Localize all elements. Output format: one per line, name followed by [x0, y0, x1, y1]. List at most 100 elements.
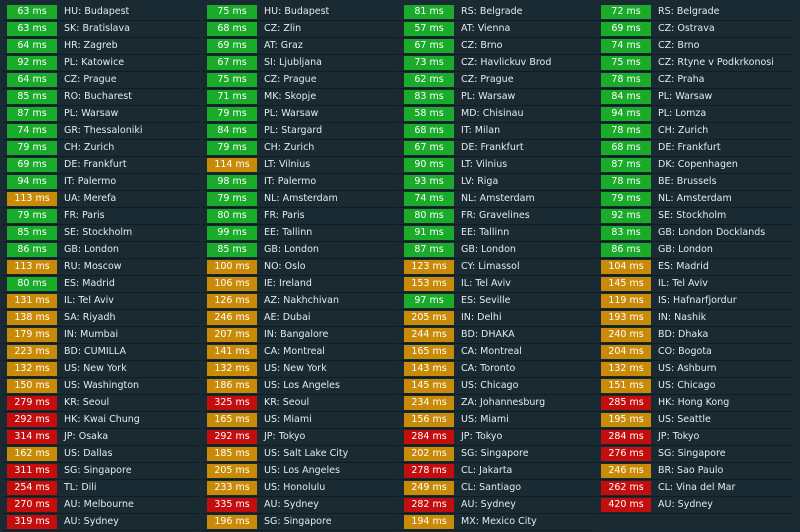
- server-location: BD: DHAKA: [461, 329, 515, 340]
- server-location: SE: Stockholm: [658, 210, 727, 221]
- server-location: AU: Sydney: [461, 499, 516, 510]
- server-row: 81 ms RS: Belgrade: [399, 4, 595, 21]
- server-row: 207 ms IN: Bangalore: [202, 327, 398, 344]
- server-row: 104 ms ES: Madrid: [596, 259, 792, 276]
- server-row: 150 ms US: Washington: [2, 378, 198, 395]
- server-row: 195 ms US: Seattle: [596, 412, 792, 429]
- ping-badge: 80 ms: [207, 209, 257, 223]
- server-row: 420 ms AU: Sydney: [596, 497, 792, 514]
- ping-badge: 80 ms: [404, 209, 454, 223]
- server-location: SI: Ljubljana: [264, 57, 322, 68]
- server-location: CA: Montreal: [264, 346, 325, 357]
- server-row: 97 ms ES: Seville: [399, 293, 595, 310]
- ping-badge: 83 ms: [601, 226, 651, 240]
- ping-badge: 279 ms: [7, 396, 57, 410]
- ping-badge: 311 ms: [7, 464, 57, 478]
- ping-badge: 80 ms: [7, 277, 57, 291]
- ping-badge: 75 ms: [207, 73, 257, 87]
- ping-badge: 132 ms: [7, 362, 57, 376]
- ping-badge: 87 ms: [601, 158, 651, 172]
- ping-badge: 223 ms: [7, 345, 57, 359]
- server-row: 79 ms CH: Zurich: [2, 140, 198, 157]
- server-row: 58 ms MD: Chisinau: [399, 106, 595, 123]
- ping-badge: 262 ms: [601, 481, 651, 495]
- ping-badge: 58 ms: [404, 107, 454, 121]
- ping-badge: 138 ms: [7, 311, 57, 325]
- server-location: FR: Paris: [64, 210, 105, 221]
- server-row: 84 ms PL: Stargard: [202, 123, 398, 140]
- server-row: 87 ms PL: Warsaw: [2, 106, 198, 123]
- ping-badge: 63 ms: [7, 22, 57, 36]
- ping-badge: 143 ms: [404, 362, 454, 376]
- server-location: ES: Madrid: [64, 278, 115, 289]
- server-row: 78 ms BE: Brussels: [596, 174, 792, 191]
- server-row: 90 ms LT: Vilnius: [399, 157, 595, 174]
- server-location: SG: Singapore: [64, 465, 132, 476]
- server-row: 284 ms JP: Tokyo: [399, 429, 595, 446]
- server-row: 79 ms PL: Warsaw: [202, 106, 398, 123]
- server-location: CA: Montreal: [461, 346, 522, 357]
- server-row: 193 ms IN: Nashik: [596, 310, 792, 327]
- server-location: US: Chicago: [658, 380, 716, 391]
- server-location: PL: Warsaw: [264, 108, 319, 119]
- server-location: RS: Belgrade: [658, 6, 720, 17]
- ping-badge: 62 ms: [404, 73, 454, 87]
- ping-badge: 72 ms: [601, 5, 651, 19]
- server-row: 285 ms HK: Hong Kong: [596, 395, 792, 412]
- server-location: CZ: Prague: [64, 74, 117, 85]
- server-location: HU: Budapest: [264, 6, 330, 17]
- ping-badge: 179 ms: [7, 328, 57, 342]
- ping-badge: 97 ms: [404, 294, 454, 308]
- server-row: 63 ms HU: Budapest: [2, 4, 198, 21]
- server-row: 85 ms RO: Bucharest: [2, 89, 198, 106]
- ping-badge: 79 ms: [7, 141, 57, 155]
- server-row: 151 ms US: Chicago: [596, 378, 792, 395]
- server-row: 223 ms BD: CUMILLA: [2, 344, 198, 361]
- server-location: EE: Tallinn: [461, 227, 510, 238]
- server-row: 119 ms IS: Hafnarfjordur: [596, 293, 792, 310]
- ping-badge: 87 ms: [7, 107, 57, 121]
- server-row: 68 ms IT: Milan: [399, 123, 595, 140]
- ping-badge: 69 ms: [7, 158, 57, 172]
- ping-badge: 63 ms: [7, 5, 57, 19]
- server-row: 249 ms CL: Santiago: [399, 480, 595, 497]
- ping-badge: 126 ms: [207, 294, 257, 308]
- server-row: 335 ms AU: Sydney: [202, 497, 398, 514]
- server-row: 234 ms ZA: Johannesburg: [399, 395, 595, 412]
- server-location: BD: Dhaka: [658, 329, 709, 340]
- server-location: HR: Zagreb: [64, 40, 118, 51]
- server-location: US: Chicago: [461, 380, 519, 391]
- server-row: 74 ms NL: Amsterdam: [399, 191, 595, 208]
- server-row: 246 ms BR: Sao Paulo: [596, 463, 792, 480]
- ping-badge: 67 ms: [404, 39, 454, 53]
- server-row: 138 ms SA: Riyadh: [2, 310, 198, 327]
- ping-badge: 186 ms: [207, 379, 257, 393]
- server-location: CZ: Havlickuv Brod: [461, 57, 552, 68]
- server-row: 94 ms PL: Lomza: [596, 106, 792, 123]
- server-location: NL: Amsterdam: [264, 193, 338, 204]
- ping-badge: 205 ms: [207, 464, 257, 478]
- ping-badge: 81 ms: [404, 5, 454, 19]
- server-row: 179 ms IN: Mumbai: [2, 327, 198, 344]
- server-row: 145 ms US: Chicago: [399, 378, 595, 395]
- server-column: 63 ms HU: Budapest 63 ms SK: Bratislava 64 m…: [2, 4, 198, 531]
- server-row: 292 ms HK: Kwai Chung: [2, 412, 198, 429]
- server-row: 240 ms BD: Dhaka: [596, 327, 792, 344]
- ping-badge: 68 ms: [207, 22, 257, 36]
- server-row: 194 ms MX: Mexico City: [399, 514, 595, 531]
- server-location: CZ: Zlin: [264, 23, 302, 34]
- server-row: 145 ms IL: Tel Aviv: [596, 276, 792, 293]
- ping-badge: 246 ms: [601, 464, 651, 478]
- ping-badge: 335 ms: [207, 498, 257, 512]
- server-location: SG: Singapore: [461, 448, 529, 459]
- server-row: 67 ms CZ: Brno: [399, 38, 595, 55]
- server-location: GR: Thessaloniki: [64, 125, 143, 136]
- ping-badge: 71 ms: [207, 90, 257, 104]
- server-row: 64 ms CZ: Prague: [2, 72, 198, 89]
- server-location: CZ: Rtyne v Podkrkonosi: [658, 57, 774, 68]
- ping-badge: 325 ms: [207, 396, 257, 410]
- ping-badge: 85 ms: [207, 243, 257, 257]
- ping-badge: 93 ms: [404, 175, 454, 189]
- server-row: 92 ms PL: Katowice: [2, 55, 198, 72]
- server-location: CZ: Prague: [264, 74, 317, 85]
